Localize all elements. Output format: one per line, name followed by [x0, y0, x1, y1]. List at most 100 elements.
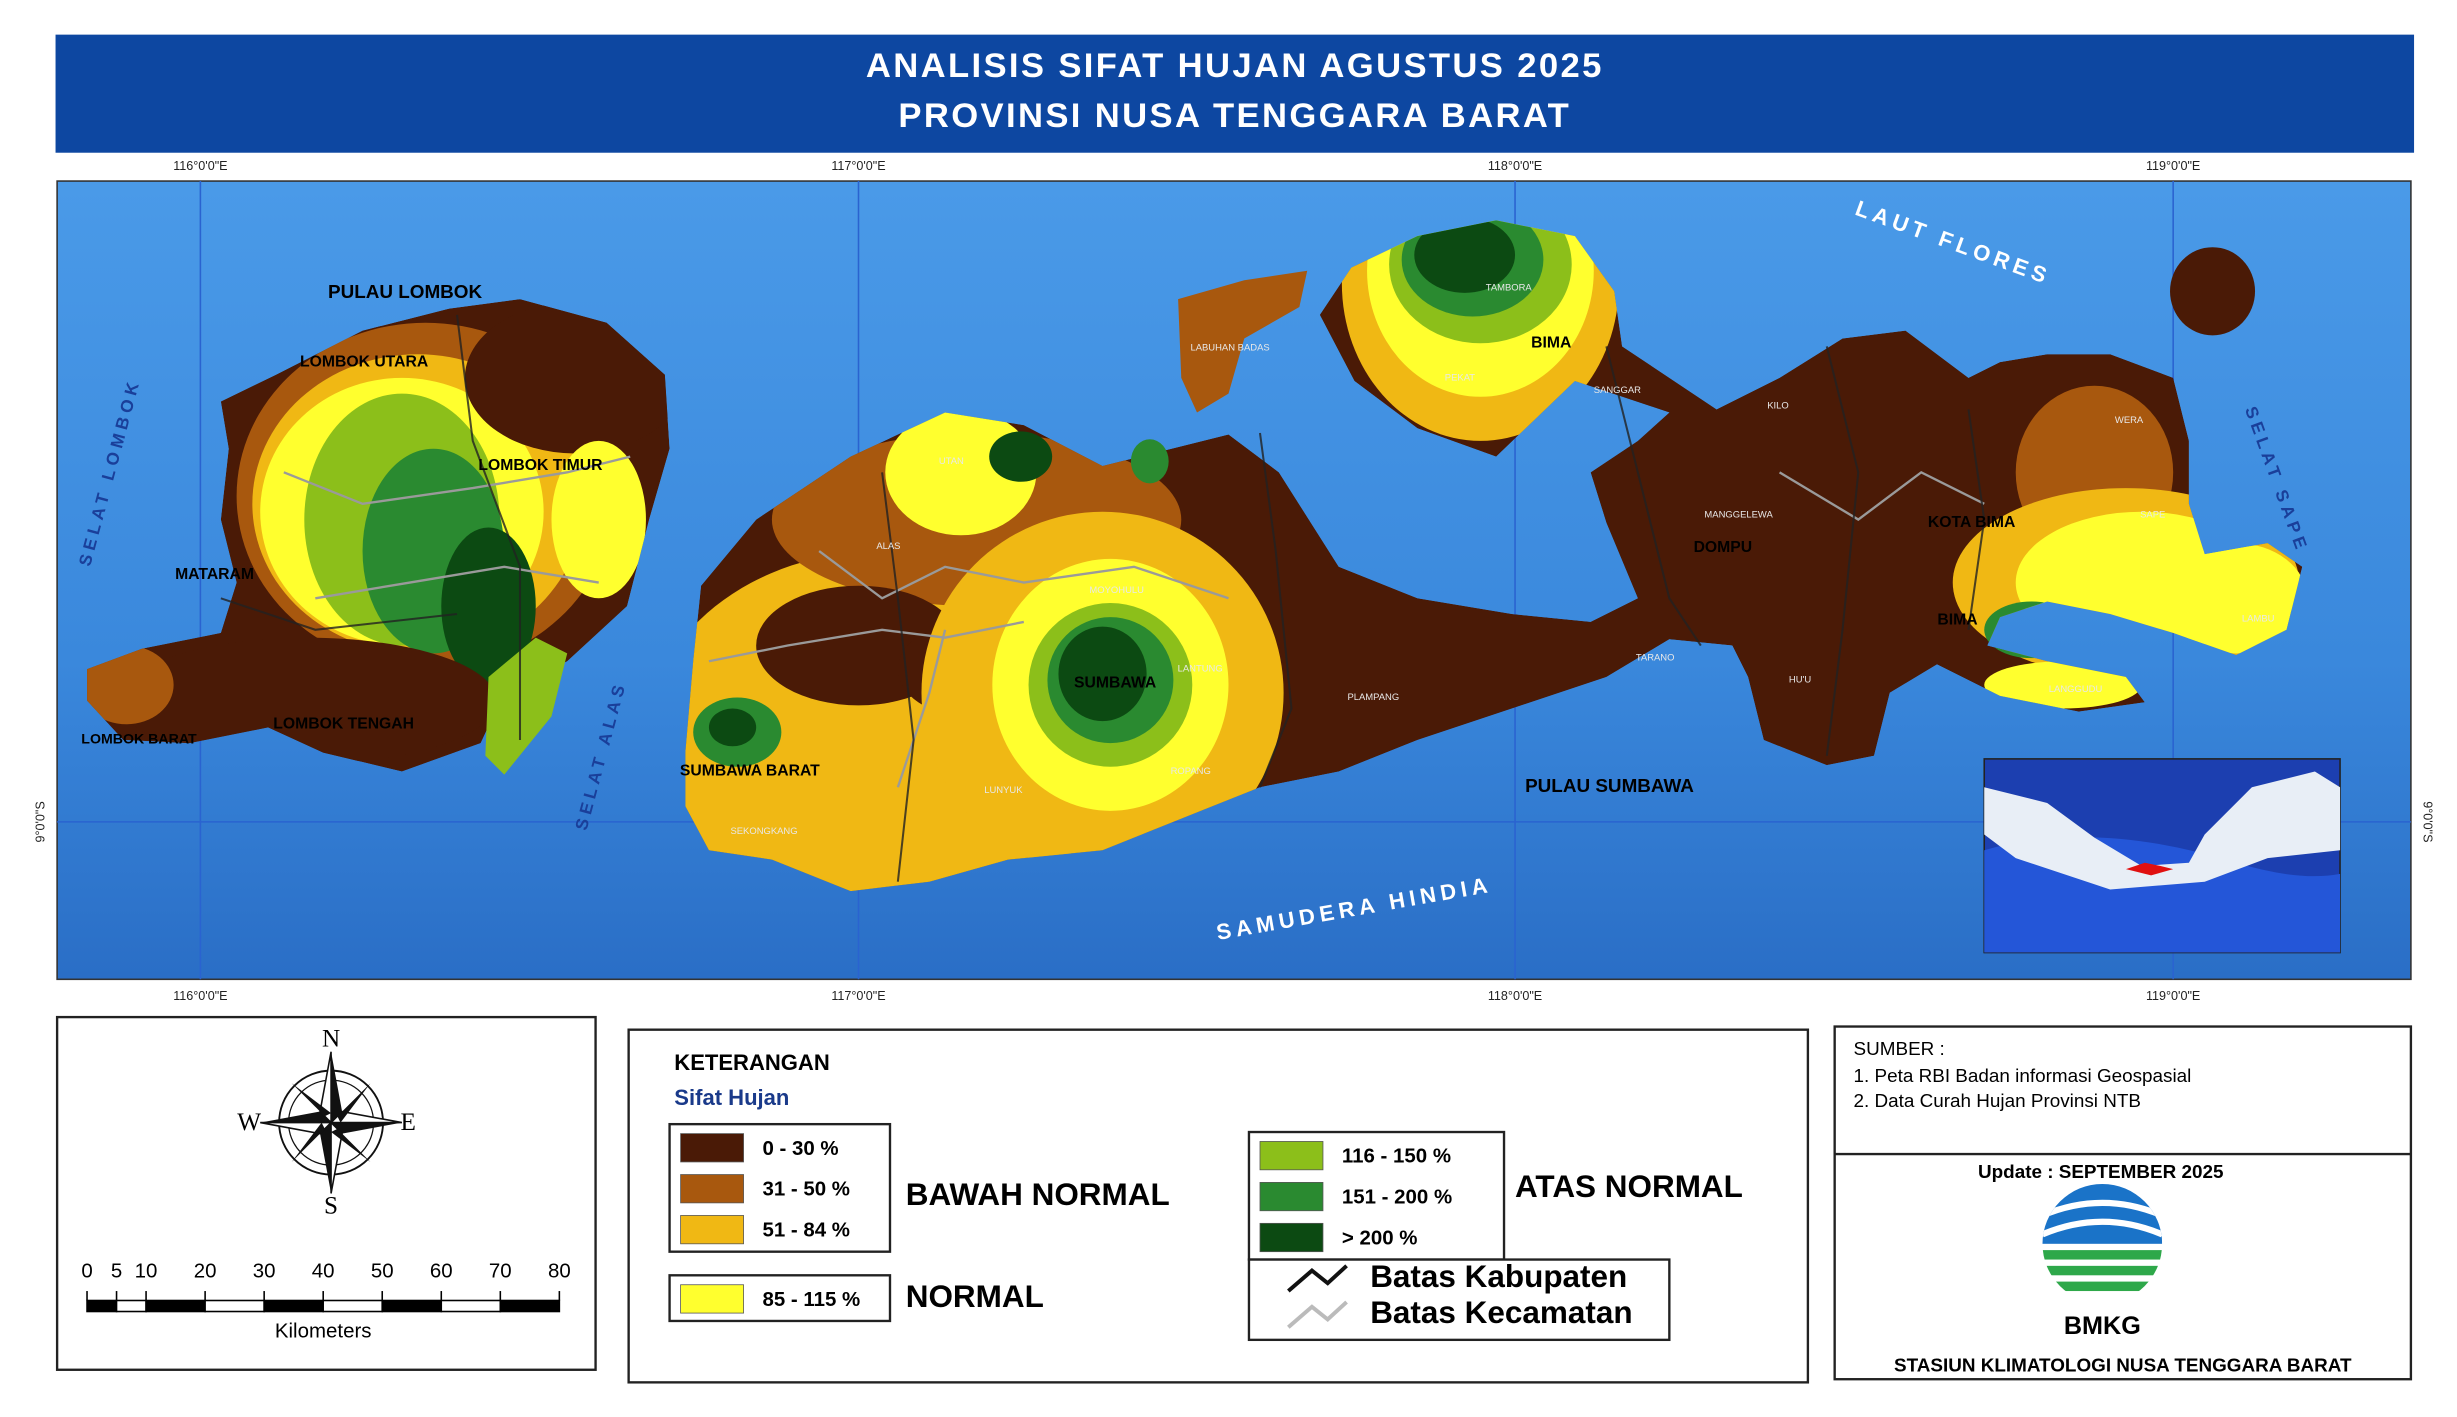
scale-segment — [145, 1299, 206, 1313]
source-heading: SUMBER : — [1854, 1039, 1945, 1060]
scale-segment — [86, 1299, 118, 1313]
scale-tick-label: 30 — [253, 1260, 276, 1283]
region-label: LOMBOK UTARA — [300, 353, 428, 370]
district-label: KILO — [1767, 401, 1789, 412]
longitude-label: 116°0'0"E — [173, 159, 227, 173]
island-gili — [485, 637, 568, 775]
district-label: UTAN — [939, 456, 964, 467]
title-line: ANALISIS SIFAT HUJAN AGUSTUS 2025 — [866, 47, 1604, 85]
legend-label: 151 - 200 % — [1342, 1186, 1452, 1209]
region-label: SUMBAWA — [1074, 674, 1156, 691]
district-label: LUNYUK — [984, 785, 1023, 796]
district-label: LANGGUDU — [2049, 684, 2103, 695]
scale-bar: 0 5 10 20 30 40 50 60 70 80 Kilometers — [81, 1260, 570, 1343]
island-small — [1130, 439, 1169, 484]
scale-segment — [115, 1299, 147, 1313]
region-label: LOMBOK TENGAH — [273, 715, 414, 732]
scale-tick-label: 50 — [371, 1260, 394, 1283]
region-label: SUMBAWA BARAT — [680, 763, 820, 780]
island-sangeang — [2170, 247, 2256, 336]
longitude-label: 119°0'0"E — [2146, 989, 2200, 1003]
legend-swatch — [680, 1174, 744, 1204]
compass-letter: E — [401, 1109, 416, 1136]
scale-tick-label: 0 — [81, 1260, 92, 1283]
legend-swatch — [1259, 1141, 1324, 1171]
district-label: TARANO — [1636, 653, 1675, 664]
logo-text: BMKG — [2064, 1312, 2141, 1340]
longitude-label: 118°0'0"E — [1488, 989, 1542, 1003]
district-label: TAMBORA — [1486, 283, 1533, 294]
region-label: BIMA — [1531, 334, 1571, 351]
district-label: PLAMPANG — [1347, 692, 1399, 703]
region-label: LOMBOK TIMUR — [478, 457, 603, 474]
district-label: PEKAT — [1445, 372, 1475, 383]
longitude-label: 117°0'0"E — [831, 989, 885, 1003]
station-name: STASIUN KLIMATOLOGI NUSA TENGGARA BARAT — [1894, 1356, 2352, 1377]
district-label: MOYOHULU — [1089, 585, 1144, 596]
district-label: ROPANG — [1171, 766, 1211, 777]
scale-segment — [381, 1299, 443, 1313]
legend-box — [1247, 1258, 1671, 1342]
boundary-kecamatan — [283, 455, 1985, 788]
region-label: KOTA BIMA — [1928, 514, 2015, 531]
region-label: BIMA — [1937, 611, 1977, 628]
island-moyo — [1178, 270, 1308, 413]
district-label: ALAS — [876, 541, 900, 552]
district-label: LAMBU — [2242, 613, 2275, 624]
district-label: LABUHAN BADAS — [1190, 342, 1269, 353]
scale-tick-label: 40 — [312, 1260, 335, 1283]
source-item: 1. Peta RBI Badan informasi Geospasial — [1854, 1066, 2192, 1087]
legend-swatch — [1259, 1222, 1324, 1253]
legend-label: > 200 % — [1342, 1226, 1418, 1249]
compass-letter: N — [322, 1025, 340, 1052]
longitude-label: 118°0'0"E — [1488, 159, 1542, 173]
legend-label: 116 - 150 % — [1342, 1145, 1451, 1168]
latitude-label: 9°0'0"S — [34, 801, 48, 842]
legend-subtitle: Sifat Hujan — [674, 1085, 789, 1110]
legend-line — [1287, 1264, 1348, 1293]
legend-swatch — [680, 1284, 744, 1314]
legend-swatch — [680, 1133, 744, 1163]
longitude-label: 117°0'0"E — [831, 159, 885, 173]
source-item: 2. Data Curah Hujan Provinsi NTB — [1854, 1091, 2141, 1112]
district-label: HU'U — [1789, 675, 1811, 686]
region-label: MATARAM — [175, 566, 254, 583]
scale-segment — [440, 1299, 502, 1313]
scale-tick-label: 5 — [111, 1260, 122, 1283]
legend-label: 0 - 30 % — [762, 1137, 838, 1160]
compass-rose — [260, 1051, 403, 1194]
district-label: SANGGAR — [1594, 385, 1641, 396]
district-label: LANTUNG — [1178, 664, 1223, 675]
title-banner — [55, 34, 2415, 153]
legend-label: 31 - 50 % — [762, 1178, 850, 1201]
title-line: PROVINSI NUSA TENGGARA BARAT — [898, 97, 1571, 135]
compass-letters: N E S W — [237, 1025, 416, 1219]
scale-segment — [499, 1299, 561, 1313]
region-label: DOMPU — [1694, 539, 1753, 556]
district-label: SEKONGKANG — [730, 826, 797, 837]
title: ANALISIS SIFAT HUJAN AGUSTUS 2025 PROVINS… — [866, 47, 1604, 135]
scale-unit: Kilometers — [275, 1319, 372, 1342]
legend-boundary: Batas Kabupaten — [1370, 1259, 1627, 1294]
scale-segment — [204, 1299, 265, 1313]
scale-segment — [322, 1299, 384, 1313]
district-label: WERA — [2115, 415, 2144, 426]
scale-tick-label: 20 — [194, 1260, 217, 1283]
legend-label: 85 - 115 % — [762, 1288, 860, 1311]
legend-label: 51 - 84 % — [762, 1219, 850, 1242]
legend-group: BAWAH NORMAL — [906, 1177, 1170, 1212]
scale-tick-label: 60 — [430, 1260, 453, 1283]
longitude-label: 119°0'0"E — [2146, 159, 2200, 173]
source: SUMBER : 1. Peta RBI Badan informasi Geos… — [1854, 1039, 2352, 1376]
compass-letter: W — [237, 1109, 261, 1136]
longitude-label: 116°0'0"E — [173, 989, 227, 1003]
legend-line — [1287, 1300, 1348, 1329]
legend-group: NORMAL — [906, 1279, 1044, 1314]
legend: KETERANGAN Sifat Hujan 0 - 30 % 31 - 50 % 51… — [668, 1050, 1743, 1342]
legend-swatch — [1259, 1182, 1324, 1212]
legend-swatch — [680, 1215, 744, 1245]
district-label: MANGGELEWA — [1704, 509, 1773, 520]
scale-segment — [263, 1299, 324, 1313]
